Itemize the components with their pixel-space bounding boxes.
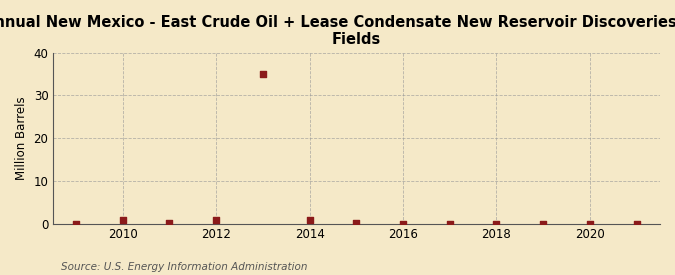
Y-axis label: Million Barrels: Million Barrels <box>15 96 28 180</box>
Point <box>351 221 362 225</box>
Point <box>257 72 268 76</box>
Point <box>71 221 82 226</box>
Point <box>491 221 502 226</box>
Point <box>444 221 455 226</box>
Title: Annual New Mexico - East Crude Oil + Lease Condensate New Reservoir Discoveries : Annual New Mexico - East Crude Oil + Lea… <box>0 15 675 47</box>
Point <box>631 221 642 226</box>
Point <box>117 218 128 222</box>
Text: Source: U.S. Energy Information Administration: Source: U.S. Energy Information Administ… <box>61 262 307 272</box>
Point <box>398 221 408 226</box>
Point <box>304 218 315 222</box>
Point <box>211 218 221 222</box>
Point <box>538 221 549 226</box>
Point <box>585 221 595 226</box>
Point <box>164 221 175 225</box>
